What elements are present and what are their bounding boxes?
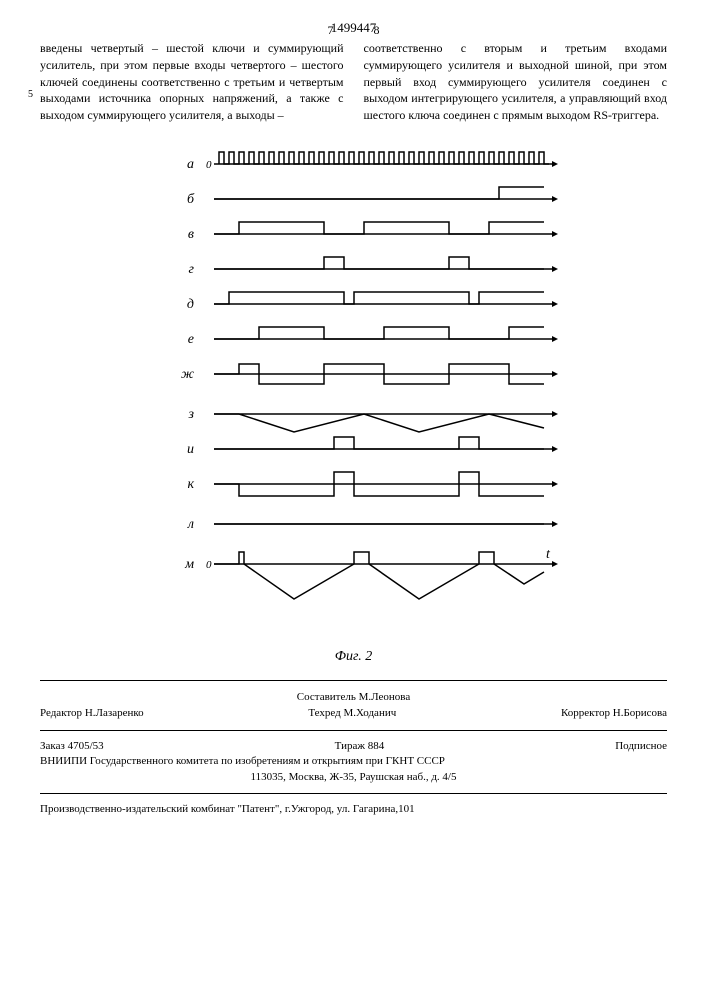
org-address: 113035, Москва, Ж-35, Раушская наб., д. … xyxy=(40,770,667,785)
svg-text:б: б xyxy=(186,192,194,207)
text-columns: 7 5 введены четвертый – шестой ключи и с… xyxy=(40,40,667,124)
text-right: соответственно с вторым и третьим входам… xyxy=(364,41,668,122)
svg-text:а: а xyxy=(187,157,194,172)
editor: Редактор Н.Лазаренко xyxy=(40,705,144,722)
separator xyxy=(40,793,667,794)
compiler-line: Составитель М.Леонова xyxy=(40,689,667,706)
subscription: Подписное xyxy=(615,739,667,754)
column-right: 8 соответственно с вторым и третьим вход… xyxy=(364,40,668,124)
svg-text:0: 0 xyxy=(206,159,212,171)
col-num-right: 8 xyxy=(374,22,380,39)
text-left: введены четвертый – шестой ключи и сумми… xyxy=(40,41,344,122)
page: 1499447 7 5 введены четвертый – шестой к… xyxy=(0,0,707,838)
svg-text:г: г xyxy=(188,262,194,277)
separator xyxy=(40,730,667,731)
org-line: ВНИИПИ Государственного комитета по изоб… xyxy=(40,754,667,769)
svg-text:к: к xyxy=(187,477,194,492)
footer-order: Заказ 4705/53 Тираж 884 Подписное ВНИИПИ… xyxy=(40,739,667,785)
svg-text:е: е xyxy=(187,332,193,347)
svg-text:t: t xyxy=(546,547,551,562)
col-num-left: 7 xyxy=(328,22,334,39)
svg-text:0: 0 xyxy=(206,559,212,571)
svg-text:л: л xyxy=(186,517,193,532)
svg-text:з: з xyxy=(187,407,194,422)
svg-text:м: м xyxy=(184,557,194,572)
svg-text:д: д xyxy=(186,297,193,312)
svg-text:в: в xyxy=(187,227,193,242)
patent-number: 1499447 xyxy=(40,20,667,36)
line-marker: 5 xyxy=(28,88,33,102)
svg-text:и: и xyxy=(187,442,194,457)
figure-caption: Фиг. 2 xyxy=(40,649,667,665)
circulation: Тираж 884 xyxy=(335,739,385,754)
column-left: 7 5 введены четвертый – шестой ключи и с… xyxy=(40,40,344,124)
credits-block: Составитель М.Леонова Редактор Н.Лазарен… xyxy=(40,689,667,722)
corrector: Корректор Н.Борисова xyxy=(561,705,667,722)
svg-text:ж: ж xyxy=(180,367,193,382)
separator xyxy=(40,680,667,681)
credits-row: Редактор Н.Лазаренко Техред М.Ходанич Ко… xyxy=(40,705,667,722)
timing-diagram: а0бвгдежзиклм0t xyxy=(144,144,564,634)
order: Заказ 4705/53 xyxy=(40,739,104,754)
techred: Техред М.Ходанич xyxy=(308,705,396,722)
printer-line: Производственно-издательский комбинат "П… xyxy=(40,802,667,817)
